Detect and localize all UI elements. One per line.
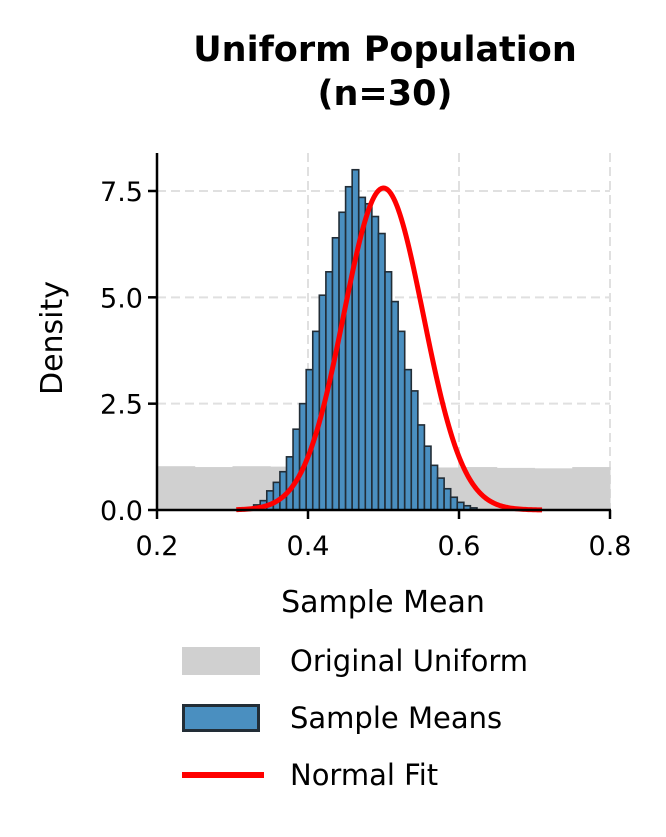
sample-mean-bar: [390, 300, 399, 511]
uniform-bar: [496, 467, 535, 510]
sample-mean-bar: [279, 470, 288, 511]
sample-mean-bar: [417, 424, 426, 511]
sample-mean-bar: [403, 368, 413, 511]
uniform-bar: [534, 468, 573, 510]
x-tick-label: 0.6: [438, 531, 481, 562]
x-tick-label: 0.4: [287, 531, 330, 562]
sample-mean-bar: [430, 464, 439, 511]
uniform-bar: [157, 466, 196, 510]
legend-label: Normal Fit: [290, 757, 439, 792]
legend-item-original-uniform: Original Uniform: [182, 632, 528, 689]
sample-mean-bar: [443, 487, 452, 511]
y-ticks: 0.0 2.5 5.0 7.5: [100, 177, 157, 527]
uniform-swatch-icon: [182, 646, 260, 675]
y-tick-label: 0.0: [100, 496, 143, 527]
x-ticks: 0.2 0.4 0.6 0.8: [136, 510, 632, 562]
sample-mean-bar: [292, 428, 301, 511]
chart-title-line2: (n=30): [317, 74, 453, 114]
y-tick-label: 7.5: [100, 177, 143, 208]
sample-mean-bar: [351, 168, 360, 511]
sample-mean-bar: [377, 232, 386, 511]
sample-mean-bar: [364, 202, 373, 511]
y-tick-label: 2.5: [100, 390, 143, 421]
y-tick-label: 5.0: [100, 283, 143, 314]
sample-mean-bar: [397, 330, 406, 511]
plot-area: 0.2 0.4 0.6 0.8 0.0 2.5 5.0 7.5 Sample Mean De…: [35, 153, 632, 620]
legend-label: Original Uniform: [290, 643, 528, 678]
axes: [155, 153, 611, 512]
sample-mean-bar: [436, 477, 445, 511]
normal-fit-curve: [235, 185, 544, 513]
sample-mean-bar: [410, 390, 419, 511]
sample-mean-bar: [423, 445, 432, 511]
sample-mean-bar: [298, 402, 307, 511]
y-axis-label: Density: [35, 281, 70, 395]
sample-mean-bar: [449, 496, 459, 511]
sample-means-swatch-icon: [182, 703, 260, 732]
legend-item-normal-fit: Normal Fit: [182, 746, 528, 803]
sample-mean-bar: [371, 215, 380, 511]
uniform-bar: [572, 467, 611, 510]
x-tick-label: 0.8: [589, 531, 632, 562]
sample-mean-bar: [384, 271, 393, 511]
legend: Original Uniform Sample Means Normal Fit: [182, 632, 528, 803]
sample-mean-bar: [344, 185, 353, 511]
sample-mean-bar: [272, 481, 281, 511]
x-axis-label: Sample Mean: [281, 585, 485, 620]
legend-item-sample-means: Sample Means: [182, 689, 528, 746]
sample-mean-bar: [338, 211, 347, 511]
legend-label: Sample Means: [290, 700, 503, 735]
x-tick-label: 0.2: [136, 531, 179, 562]
uniform-bar: [194, 467, 233, 510]
normal-fit-line-icon: [182, 771, 264, 778]
chart-title-line1: Uniform Population: [193, 30, 577, 70]
